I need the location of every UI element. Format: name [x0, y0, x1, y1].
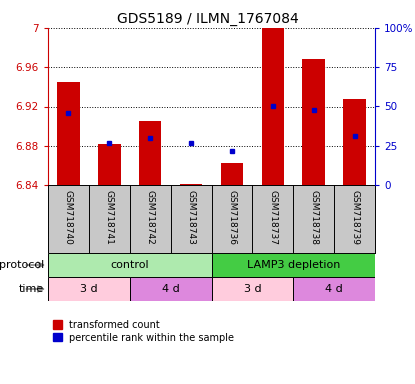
Text: GSM718739: GSM718739 — [350, 190, 359, 245]
Bar — [303, 60, 325, 185]
Bar — [57, 82, 80, 185]
Text: GSM718738: GSM718738 — [309, 190, 318, 245]
Text: GSM718736: GSM718736 — [227, 190, 237, 245]
Bar — [48, 253, 212, 276]
Bar — [130, 278, 212, 301]
Text: GSM718737: GSM718737 — [269, 190, 277, 245]
Bar — [212, 278, 293, 301]
Text: 3 d: 3 d — [80, 284, 98, 294]
Text: GSM718742: GSM718742 — [146, 190, 155, 245]
Bar — [180, 184, 202, 185]
Text: time: time — [19, 284, 44, 294]
Text: LAMP3 depletion: LAMP3 depletion — [247, 260, 340, 270]
Bar — [261, 28, 284, 185]
Text: GSM718743: GSM718743 — [187, 190, 195, 245]
Bar — [48, 278, 130, 301]
Bar — [139, 121, 161, 185]
Text: 4 d: 4 d — [325, 284, 343, 294]
Text: GSM718741: GSM718741 — [105, 190, 114, 245]
Text: GDS5189 / ILMN_1767084: GDS5189 / ILMN_1767084 — [117, 12, 298, 26]
Text: control: control — [110, 260, 149, 270]
Bar — [212, 253, 375, 276]
Text: 3 d: 3 d — [244, 284, 261, 294]
Bar — [98, 144, 120, 185]
Text: GSM718740: GSM718740 — [64, 190, 73, 245]
Bar — [293, 278, 375, 301]
Bar — [221, 164, 243, 185]
Text: protocol: protocol — [0, 260, 44, 270]
Text: 4 d: 4 d — [162, 284, 180, 294]
Legend: transformed count, percentile rank within the sample: transformed count, percentile rank withi… — [53, 320, 234, 343]
Bar — [343, 99, 366, 185]
